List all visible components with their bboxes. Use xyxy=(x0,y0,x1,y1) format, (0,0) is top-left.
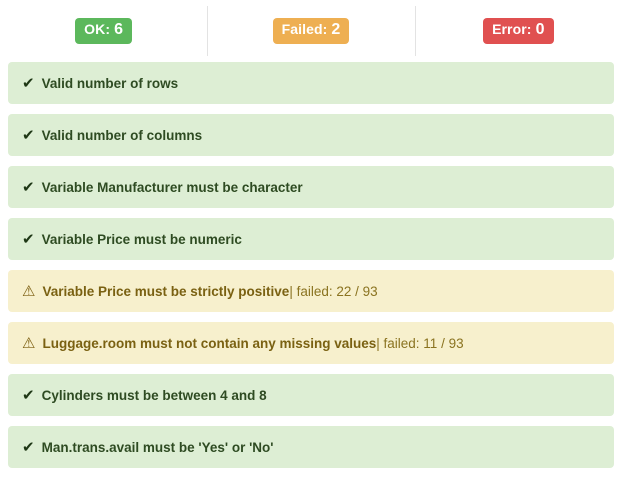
badge-count: 2 xyxy=(331,21,341,39)
summary-cell-ok: OK: 6 xyxy=(0,0,207,62)
rule-row[interactable]: ✔ Valid number of columns xyxy=(8,114,614,156)
summary-cell-failed: Failed: 2 xyxy=(207,0,414,62)
check-icon: ✔ xyxy=(22,386,35,404)
badge-count: 6 xyxy=(114,21,124,39)
rule-row[interactable]: ⚠ Variable Price must be strictly positiv… xyxy=(8,270,614,312)
check-icon: ✔ xyxy=(22,126,35,144)
rule-row[interactable]: ✔ Variable Manufacturer must be character xyxy=(8,166,614,208)
status-badge-failed[interactable]: Failed: 2 xyxy=(272,18,350,44)
rule-row[interactable]: ⚠ Luggage.room must not contain any missi… xyxy=(8,322,614,364)
rule-row[interactable]: ✔ Cylinders must be between 4 and 8 xyxy=(8,374,614,416)
summary-cell-error: Error: 0 xyxy=(414,0,622,62)
rule-label: Man.trans.avail must be 'Yes' or 'No' xyxy=(41,439,274,455)
rule-row[interactable]: ✔ Man.trans.avail must be 'Yes' or 'No' xyxy=(8,426,614,468)
rule-row[interactable]: ✔ Variable Price must be numeric xyxy=(8,218,614,260)
validation-rule-list: ✔ Valid number of rows ✔ Valid number of co… xyxy=(0,62,622,468)
rule-label: Variable Price must be strictly positive xyxy=(42,283,290,299)
check-icon: ✔ xyxy=(22,74,35,92)
warning-triangle-icon: ⚠ xyxy=(22,282,36,300)
rule-label: Luggage.room must not contain any missin… xyxy=(42,335,377,351)
badge-label: Error: xyxy=(492,21,532,38)
rule-row[interactable]: ✔ Valid number of rows xyxy=(8,62,614,104)
badge-label: Failed: xyxy=(281,21,328,38)
badge-label: OK: xyxy=(84,21,111,38)
check-icon: ✔ xyxy=(22,230,35,248)
check-icon: ✔ xyxy=(22,178,35,196)
status-badge-error[interactable]: Error: 0 xyxy=(483,18,554,44)
rule-failure-detail: | failed: 22 / 93 xyxy=(289,283,378,299)
check-icon: ✔ xyxy=(22,438,35,456)
rule-label: Valid number of columns xyxy=(41,127,203,143)
rule-label: Cylinders must be between 4 and 8 xyxy=(41,387,267,403)
validation-summary-bar: OK: 6 Failed: 2 Error: 0 xyxy=(0,0,622,62)
status-badge-ok[interactable]: OK: 6 xyxy=(75,18,133,44)
rule-label: Variable Price must be numeric xyxy=(41,231,242,247)
rule-failure-detail: | failed: 11 / 93 xyxy=(376,335,464,351)
warning-triangle-icon: ⚠ xyxy=(22,334,36,352)
rule-label: Variable Manufacturer must be character xyxy=(41,179,303,195)
rule-label: Valid number of rows xyxy=(41,75,179,91)
badge-count: 0 xyxy=(535,21,545,39)
